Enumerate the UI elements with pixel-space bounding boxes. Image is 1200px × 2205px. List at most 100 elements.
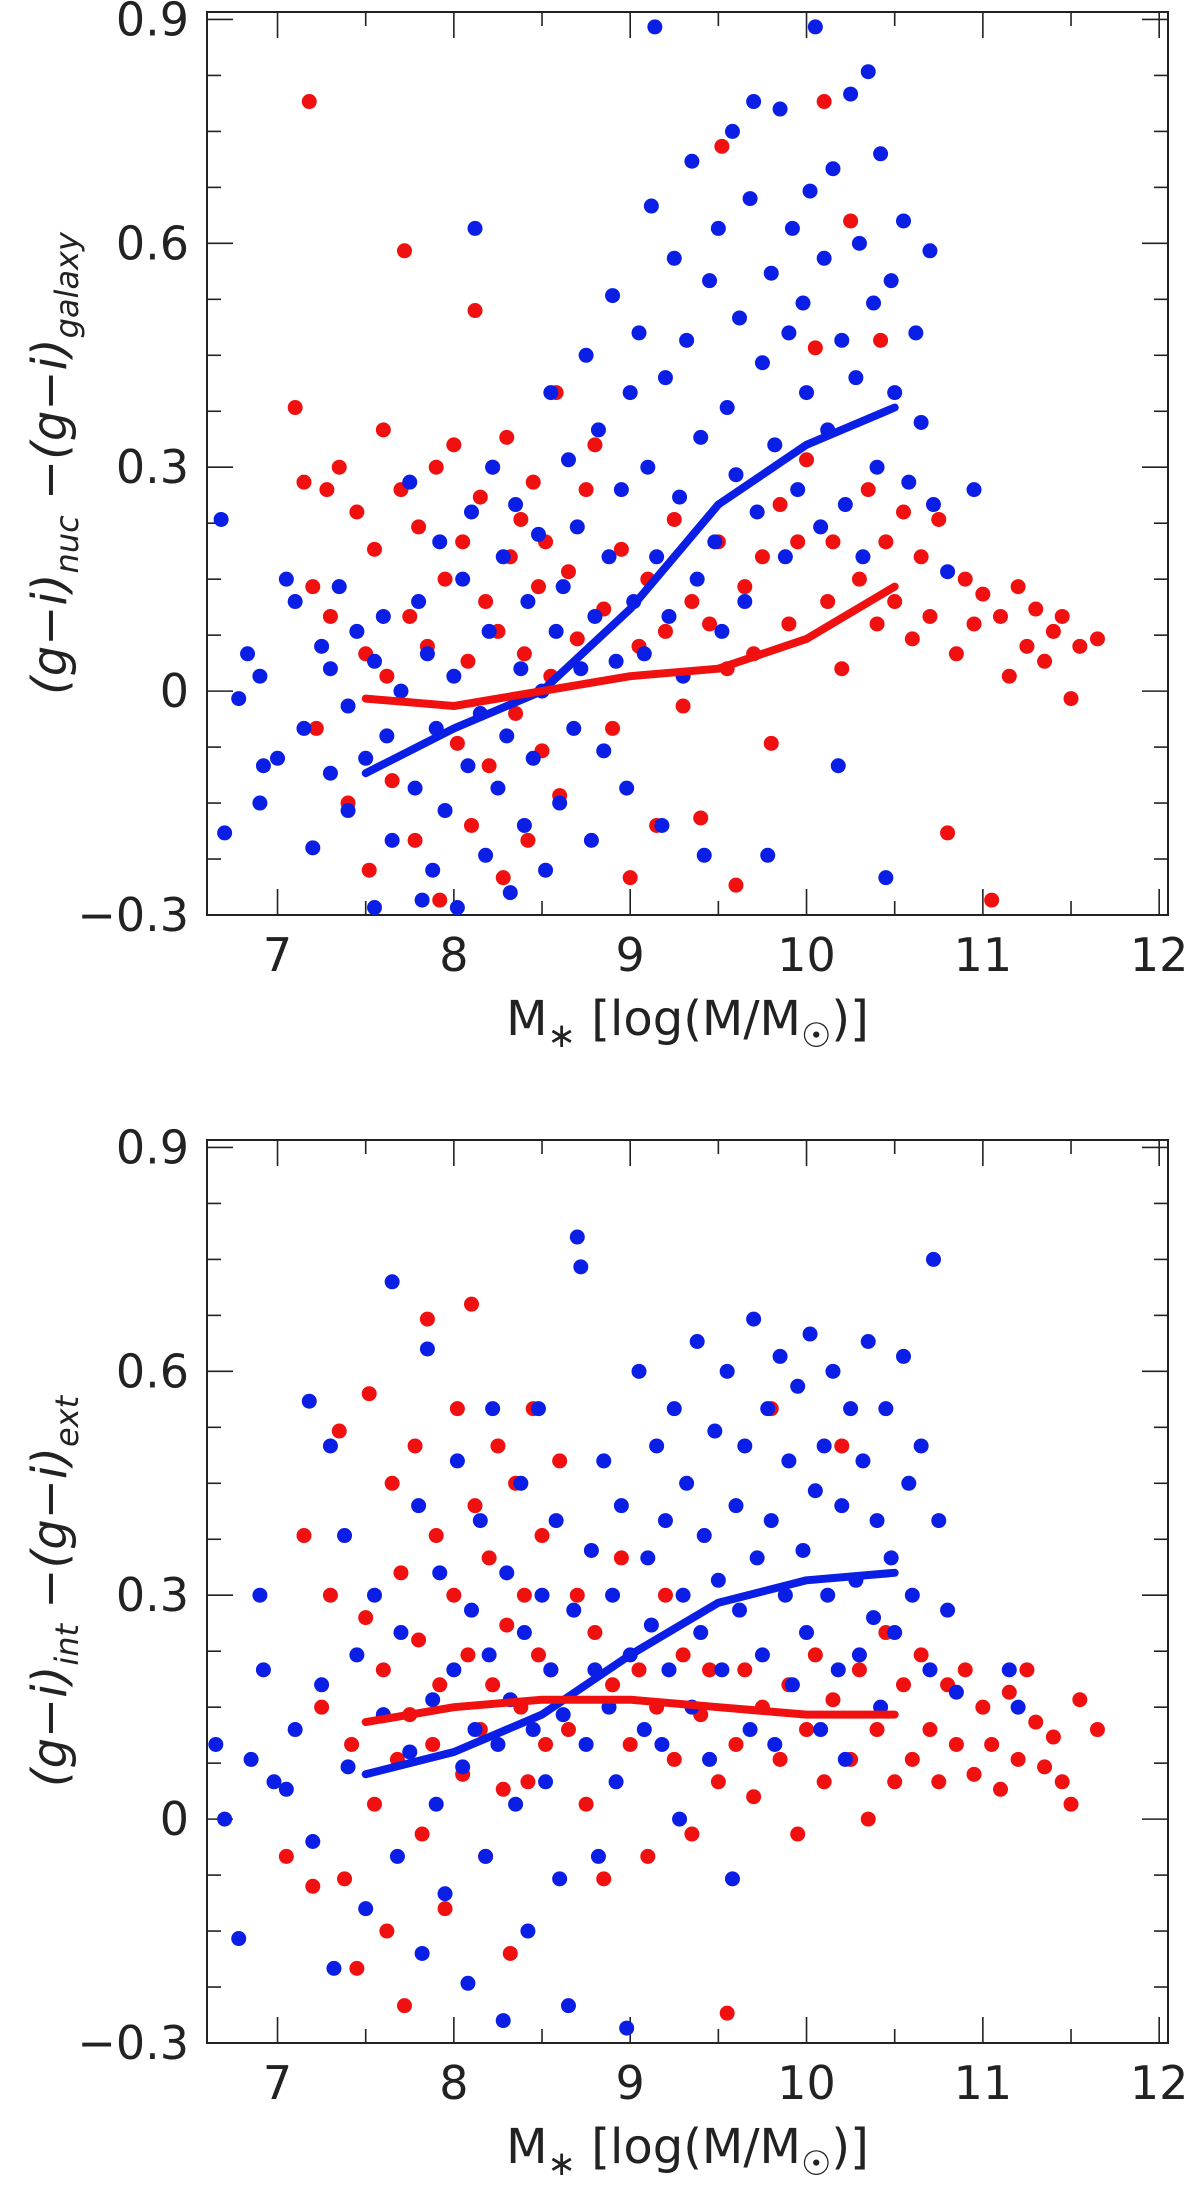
blue-point xyxy=(252,668,268,684)
blue-point xyxy=(742,1722,758,1738)
blue-point xyxy=(742,191,758,207)
x-tick-label: 8 xyxy=(439,928,468,982)
red-point xyxy=(834,661,850,677)
blue-point xyxy=(728,467,744,483)
x-label-sub: ∗ xyxy=(548,2144,577,2184)
red-point xyxy=(520,832,536,848)
blue-point xyxy=(419,646,435,662)
red-point xyxy=(513,511,529,527)
blue-point xyxy=(896,213,912,229)
red-point xyxy=(478,594,494,610)
x-axis-label: M∗ [log(M/M☉)] xyxy=(506,991,869,1056)
red-point xyxy=(807,340,823,356)
blue-point xyxy=(520,594,536,610)
blue-point xyxy=(866,1610,882,1626)
blue-point xyxy=(566,720,582,736)
blue-point xyxy=(799,385,815,401)
blue-point xyxy=(746,94,762,110)
blue-point xyxy=(855,1453,871,1469)
red-point xyxy=(367,541,383,557)
blue-point xyxy=(481,623,497,639)
red-point xyxy=(379,668,395,684)
blue-point xyxy=(393,1625,409,1641)
blue-point xyxy=(552,795,568,811)
x-label-part: M xyxy=(506,991,547,1047)
red-point xyxy=(922,1722,938,1738)
blue-point xyxy=(657,370,673,386)
blue-point xyxy=(513,661,529,677)
blue-point xyxy=(851,1647,867,1663)
red-point xyxy=(702,616,718,632)
blue-point xyxy=(513,1475,529,1491)
red-point xyxy=(710,1774,726,1790)
blue-point xyxy=(649,549,665,565)
red-point xyxy=(499,1617,515,1633)
blue-point xyxy=(772,1348,788,1364)
red-point xyxy=(896,1677,912,1693)
blue-point xyxy=(231,691,247,707)
blue-point xyxy=(340,698,356,714)
red-point xyxy=(1019,638,1035,654)
red-point xyxy=(834,1438,850,1454)
blue-point xyxy=(613,1498,629,1514)
blue-point xyxy=(837,497,853,513)
y-tick-label: 0.6 xyxy=(116,216,189,270)
red-point xyxy=(552,1453,568,1469)
blue-point xyxy=(578,1736,594,1752)
red-point xyxy=(1001,668,1017,684)
blue-point xyxy=(555,1707,571,1723)
blue-point xyxy=(305,840,321,856)
red-point xyxy=(305,1878,321,1894)
blue-point xyxy=(349,1647,365,1663)
blue-point xyxy=(449,900,465,915)
y-tick-label: 0.3 xyxy=(116,440,189,494)
red-point xyxy=(860,1811,876,1827)
red-point xyxy=(1063,1796,1079,1812)
blue-point xyxy=(689,1333,705,1349)
y-tick-label: 0.3 xyxy=(116,1568,189,1622)
blue-point xyxy=(287,594,303,610)
blue-point xyxy=(802,1326,818,1342)
blue-point xyxy=(255,758,271,774)
red-point xyxy=(957,1662,973,1678)
blue-point xyxy=(866,295,882,311)
red-point xyxy=(384,1475,400,1491)
red-point xyxy=(763,735,779,751)
blue-point xyxy=(516,1625,532,1641)
red-point xyxy=(361,1386,377,1402)
blue-point xyxy=(548,1513,564,1529)
red-point xyxy=(940,825,956,841)
blue-point xyxy=(252,795,268,811)
red-point xyxy=(296,474,312,490)
blue-point xyxy=(887,1625,903,1641)
blue-point xyxy=(679,1475,695,1491)
red-point xyxy=(319,482,335,498)
red-point xyxy=(675,698,691,714)
blue-point xyxy=(278,1781,294,1797)
blue-point xyxy=(460,758,476,774)
blue-point xyxy=(883,273,899,289)
blue-point xyxy=(754,1647,770,1663)
blue-point xyxy=(208,1736,224,1752)
blue-point xyxy=(654,1736,670,1752)
blue-point xyxy=(590,422,606,438)
blue-point xyxy=(402,474,418,490)
red-point xyxy=(467,303,483,319)
blue-point xyxy=(707,534,723,550)
blue-point xyxy=(777,549,793,565)
red-point xyxy=(825,534,841,550)
red-point xyxy=(1037,1759,1053,1775)
red-point xyxy=(631,1662,647,1678)
red-point xyxy=(948,1736,964,1752)
blue-point xyxy=(460,1975,476,1991)
blue-point xyxy=(314,638,330,654)
red-point xyxy=(922,608,938,624)
blue-point xyxy=(411,594,427,610)
blue-point xyxy=(393,683,409,699)
red-point xyxy=(407,832,423,848)
blue-point xyxy=(331,579,347,595)
red-point xyxy=(605,1677,621,1693)
y-label-sub: ext xyxy=(48,1394,86,1447)
blue-point xyxy=(666,1401,682,1417)
blue-point xyxy=(485,1401,501,1417)
